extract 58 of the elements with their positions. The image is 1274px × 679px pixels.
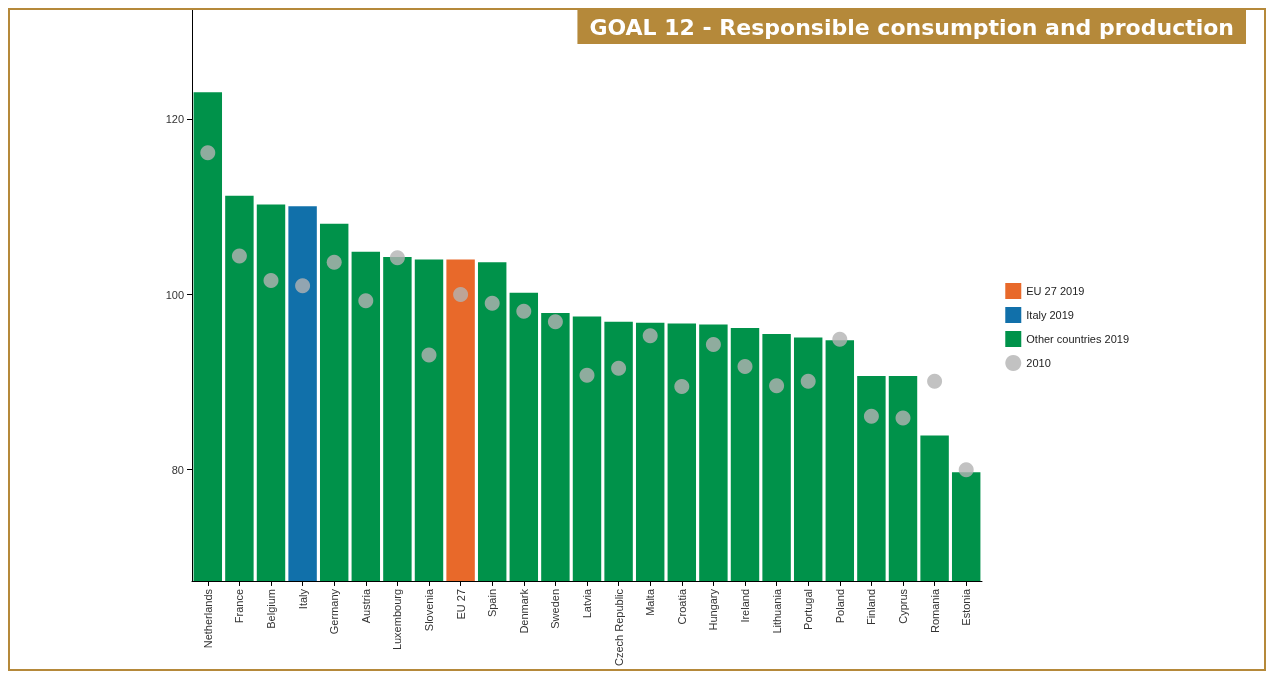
x-tick-label: Estonia <box>960 588 973 626</box>
y-tick-label: 80 <box>171 463 184 476</box>
x-tick-label: Malta <box>644 588 657 616</box>
point <box>295 278 311 294</box>
point <box>611 360 627 376</box>
x-tick-label: Finland <box>865 588 878 626</box>
x-tick-label: Ireland <box>739 588 751 623</box>
point <box>200 145 216 161</box>
legend-label: Other countries 2019 <box>1026 333 1130 345</box>
point <box>674 379 690 395</box>
x-tick-label: Latvia <box>581 588 593 619</box>
x-tick-label: Hungary <box>707 588 720 631</box>
x-tick-label: Italy <box>296 588 309 610</box>
point <box>895 410 911 426</box>
legend-label: Italy 2019 <box>1026 309 1074 321</box>
point <box>231 248 247 264</box>
point <box>326 254 342 270</box>
point <box>705 337 721 353</box>
point <box>547 314 563 330</box>
point <box>737 358 753 374</box>
point <box>863 408 879 424</box>
chart-title: GOAL 12 - Responsible consumption and production <box>589 14 1234 40</box>
x-tick-label: Czech Republic <box>612 588 625 667</box>
x-tick-label: France <box>233 588 246 624</box>
point <box>642 328 658 344</box>
point <box>516 303 532 319</box>
y-tick-label: 120 <box>165 113 184 126</box>
x-tick-label: Belgium <box>265 588 277 629</box>
x-tick-label: Romania <box>928 588 941 633</box>
legend-label: EU 27 2019 <box>1026 285 1085 297</box>
point <box>484 295 500 311</box>
x-tick-label: EU 27 <box>454 588 467 620</box>
x-tick-label: Lithuania <box>770 588 783 634</box>
point <box>579 367 595 383</box>
x-tick-label: Austria <box>359 588 372 624</box>
x-tick-label: Germany <box>328 588 341 635</box>
x-tick-label: Luxembourg <box>391 588 404 651</box>
point <box>958 462 974 478</box>
point <box>453 287 469 303</box>
x-tick-label: Cyprus <box>897 588 909 624</box>
legend-label: 2010 <box>1026 357 1051 369</box>
x-tick-label: Poland <box>833 588 846 624</box>
point <box>769 378 785 394</box>
x-tick-label: Croatia <box>675 588 688 625</box>
point <box>358 293 374 309</box>
x-tick-label: Spain <box>486 588 499 618</box>
point <box>389 250 405 266</box>
y-tick-label: 100 <box>165 288 184 301</box>
point <box>800 373 816 389</box>
x-tick-label: Denmark <box>517 588 530 634</box>
point <box>421 347 437 363</box>
x-tick-label: Sweden <box>549 588 562 629</box>
point <box>263 273 279 289</box>
x-tick-label: Portugal <box>802 588 815 630</box>
point <box>927 373 943 389</box>
x-tick-label: Slovenia <box>423 588 435 632</box>
x-tick-label: Netherlands <box>201 588 214 649</box>
point <box>832 331 848 347</box>
